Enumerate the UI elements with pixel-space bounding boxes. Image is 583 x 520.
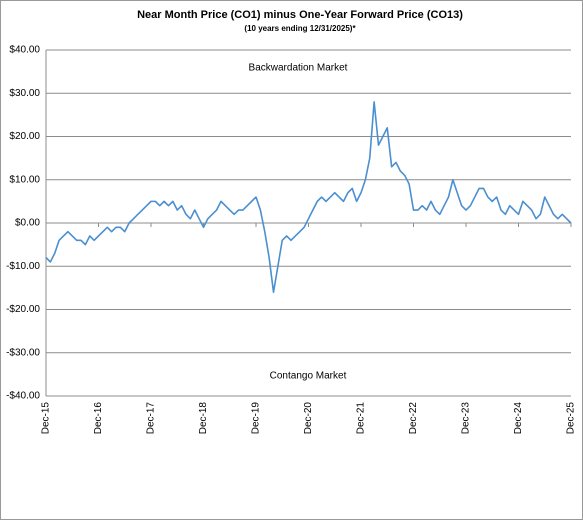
x-tick-label: Dec-24 [513, 402, 524, 435]
x-tick-label: Dec-18 [198, 402, 209, 435]
chart-title: Near Month Price (CO1) minus One-Year Fo… [137, 9, 463, 21]
x-tick-label: Dec-22 [408, 402, 419, 435]
y-tick-label: $40.00 [9, 45, 40, 56]
data-line [45, 101, 572, 293]
x-tick-label: Dec-25 [566, 402, 577, 435]
y-tick-label: -$10.00 [6, 261, 40, 272]
x-tick-label: Dec-23 [461, 402, 472, 435]
y-tick-label: -$40.00 [6, 391, 40, 402]
chart-subtitle: (10 years ending 12/31/2025)* [244, 24, 356, 33]
y-tick-label: $10.00 [9, 174, 40, 185]
x-tick-label: Dec-20 [303, 402, 314, 435]
y-tick-label: -$30.00 [6, 347, 40, 358]
annotation: Backwardation Market [249, 63, 348, 74]
y-tick-label: $0.00 [15, 218, 40, 229]
annotation: Contango Market [270, 371, 347, 382]
x-tick-label: Dec-17 [146, 402, 157, 435]
y-tick-label: -$20.00 [6, 304, 40, 315]
x-tick-label: Dec-16 [93, 402, 104, 435]
x-tick-label: Dec-19 [251, 402, 262, 435]
y-tick-label: $30.00 [9, 88, 40, 99]
y-tick-label: $20.00 [9, 131, 40, 142]
x-tick-label: Dec-15 [41, 402, 52, 435]
x-tick-label: Dec-21 [356, 402, 367, 435]
